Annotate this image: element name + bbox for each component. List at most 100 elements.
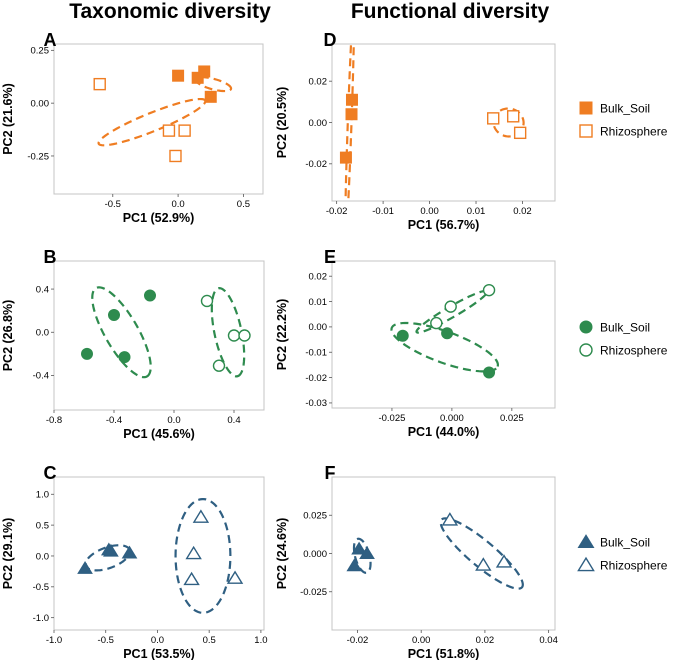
- data-point-rhizosphere: [192, 509, 210, 523]
- confidence-ellipse: [97, 97, 207, 147]
- y-tick-label: -0.01: [305, 348, 327, 359]
- x-axis-title: PC1 (45.6%): [123, 427, 195, 441]
- confidence-ellipse: [439, 517, 524, 590]
- data-point-rhizosphere: [444, 300, 457, 313]
- data-point-bulk-soil: [346, 558, 363, 572]
- data-point-rhizosphere: [183, 571, 200, 586]
- confidence-ellipse: [390, 321, 499, 373]
- data-point-bulk-soil: [441, 327, 454, 340]
- data-point-bulk-soil: [339, 151, 352, 164]
- y-tick-label: 0.5: [36, 520, 49, 531]
- y-tick-label: -0.5: [33, 582, 49, 593]
- data-point-rhizosphere: [93, 77, 106, 91]
- y-tick-label: -0.025: [300, 587, 327, 598]
- legend-marker-bulk-soil: [579, 320, 593, 334]
- x-tick-label: 0.0: [151, 635, 164, 646]
- y-axis-title: PC2 (20.5%): [275, 87, 289, 159]
- y-tick-label: -0.02: [305, 373, 327, 384]
- legend-marker-bulk-soil: [579, 101, 593, 115]
- data-point-rhizosphere: [430, 316, 443, 330]
- x-tick-label: 0.00: [412, 635, 431, 646]
- legend-label: Rhizosphere: [600, 125, 668, 139]
- x-tick-label: 0.5: [203, 635, 216, 646]
- panel-letter: C: [44, 463, 57, 483]
- panel-e: E -0.025 0.000 0.025 -0.03 -0.02 -0.01 0.00 0.01…: [275, 247, 556, 439]
- y-tick-label: 1.0: [36, 490, 49, 501]
- legend-marker-rhizosphere: [579, 124, 593, 138]
- data-point-bulk-soil: [345, 93, 358, 106]
- x-tick-label: 0.01: [467, 206, 486, 217]
- legend-row-3: Bulk_Soil Rhizosphere: [577, 534, 668, 573]
- y-tick-label: 0.00: [31, 98, 50, 109]
- x-tick-label: -0.8: [46, 415, 62, 426]
- data-point-rhizosphere: [226, 570, 244, 584]
- legend-label: Bulk_Soil: [600, 321, 650, 335]
- y-axis-title: PC2 (29.1%): [1, 518, 15, 590]
- data-point-rhizosphere: [475, 557, 492, 571]
- legend-label: Rhizosphere: [600, 559, 668, 573]
- y-tick-label: 0.01: [309, 297, 328, 308]
- legend-marker-bulk-soil: [577, 534, 595, 549]
- data-point-bulk-soil: [108, 308, 120, 321]
- x-tick-label: 0.04: [539, 635, 558, 646]
- confidence-ellipse: [344, 44, 355, 201]
- x-tick-label: 0.00: [420, 206, 439, 217]
- data-point-rhizosphere: [200, 294, 214, 308]
- data-point-bulk-soil: [144, 289, 156, 302]
- x-tick-label: -0.02: [326, 206, 348, 217]
- x-tick-label: 0.025: [500, 413, 524, 424]
- y-tick-label: 0.0: [36, 328, 49, 339]
- data-point-bulk-soil: [396, 329, 409, 342]
- data-point-bulk-soil: [121, 545, 138, 559]
- ellipse-group: [390, 289, 499, 373]
- x-tick-label: -1.0: [46, 635, 62, 646]
- data-point-bulk-soil: [345, 108, 358, 121]
- x-axis-title: PC1 (53.5%): [123, 647, 195, 660]
- data-point-bulk-soil: [204, 90, 217, 103]
- x-axis-title: PC1 (51.8%): [408, 647, 480, 660]
- ellipse-group: [352, 517, 524, 590]
- y-tick-label: 0.02: [309, 272, 328, 283]
- panel-letter: B: [44, 247, 57, 267]
- x-axis-title: PC1 (44.0%): [408, 425, 480, 439]
- x-tick-label: -0.025: [378, 413, 405, 424]
- y-tick-label: 0.00: [309, 118, 328, 129]
- data-point-rhizosphere: [482, 283, 496, 297]
- y-tick-label: -0.4: [33, 371, 49, 382]
- y-tick-label: -1.0: [33, 613, 49, 624]
- data-point-rhizosphere: [185, 545, 202, 560]
- data-point-rhizosphere: [169, 149, 182, 163]
- y-axis-title: PC2 (26.8%): [1, 300, 15, 372]
- plot-frame: [53, 476, 265, 631]
- panel-letter: F: [325, 463, 336, 483]
- x-tick-label: -0.5: [98, 635, 114, 646]
- panel-a: A -0.5 0.0 0.5 -0.25 0.00 0.25 PC1 (52.9%) PC2 (…: [1, 30, 264, 225]
- data-point-bulk-soil: [118, 351, 131, 364]
- x-tick-label: -0.01: [372, 206, 394, 217]
- legend-label: Bulk_Soil: [600, 102, 650, 116]
- x-tick-label: -0.5: [105, 199, 121, 210]
- data-point-rhizosphere: [162, 124, 176, 137]
- panel-f: F -0.02 0.00 0.02 0.04 -0.025 0.000 0.025 PC1 (5…: [275, 463, 558, 660]
- x-tick-label: -0.4: [106, 415, 122, 426]
- data-point-bulk-soil: [359, 546, 375, 560]
- column-title-functional: Functional diversity: [351, 0, 550, 23]
- x-axis-title: PC1 (52.9%): [123, 211, 195, 225]
- y-tick-label: -0.03: [305, 398, 327, 409]
- legend-marker-rhizosphere: [577, 556, 595, 572]
- data-point-rhizosphere: [227, 329, 241, 342]
- y-tick-label: 0.0: [36, 551, 49, 562]
- data-point-rhizosphere: [238, 329, 251, 342]
- confidence-ellipse: [174, 498, 232, 614]
- legend-label: Rhizosphere: [600, 344, 668, 358]
- y-tick-label: 0.4: [36, 284, 49, 295]
- y-tick-label: 0.02: [309, 76, 328, 87]
- legend-marker-rhizosphere: [579, 343, 593, 357]
- confidence-ellipse: [210, 287, 246, 378]
- panel-d: D -0.02 -0.01 0.00 0.01 0.02 -0.02 0.00 0.02 PC1 …: [275, 30, 556, 232]
- y-tick-label: 0.25: [31, 46, 50, 57]
- data-point-bulk-soil: [191, 71, 204, 84]
- panel-letter: E: [324, 247, 336, 267]
- y-tick-label: 0.025: [303, 511, 327, 522]
